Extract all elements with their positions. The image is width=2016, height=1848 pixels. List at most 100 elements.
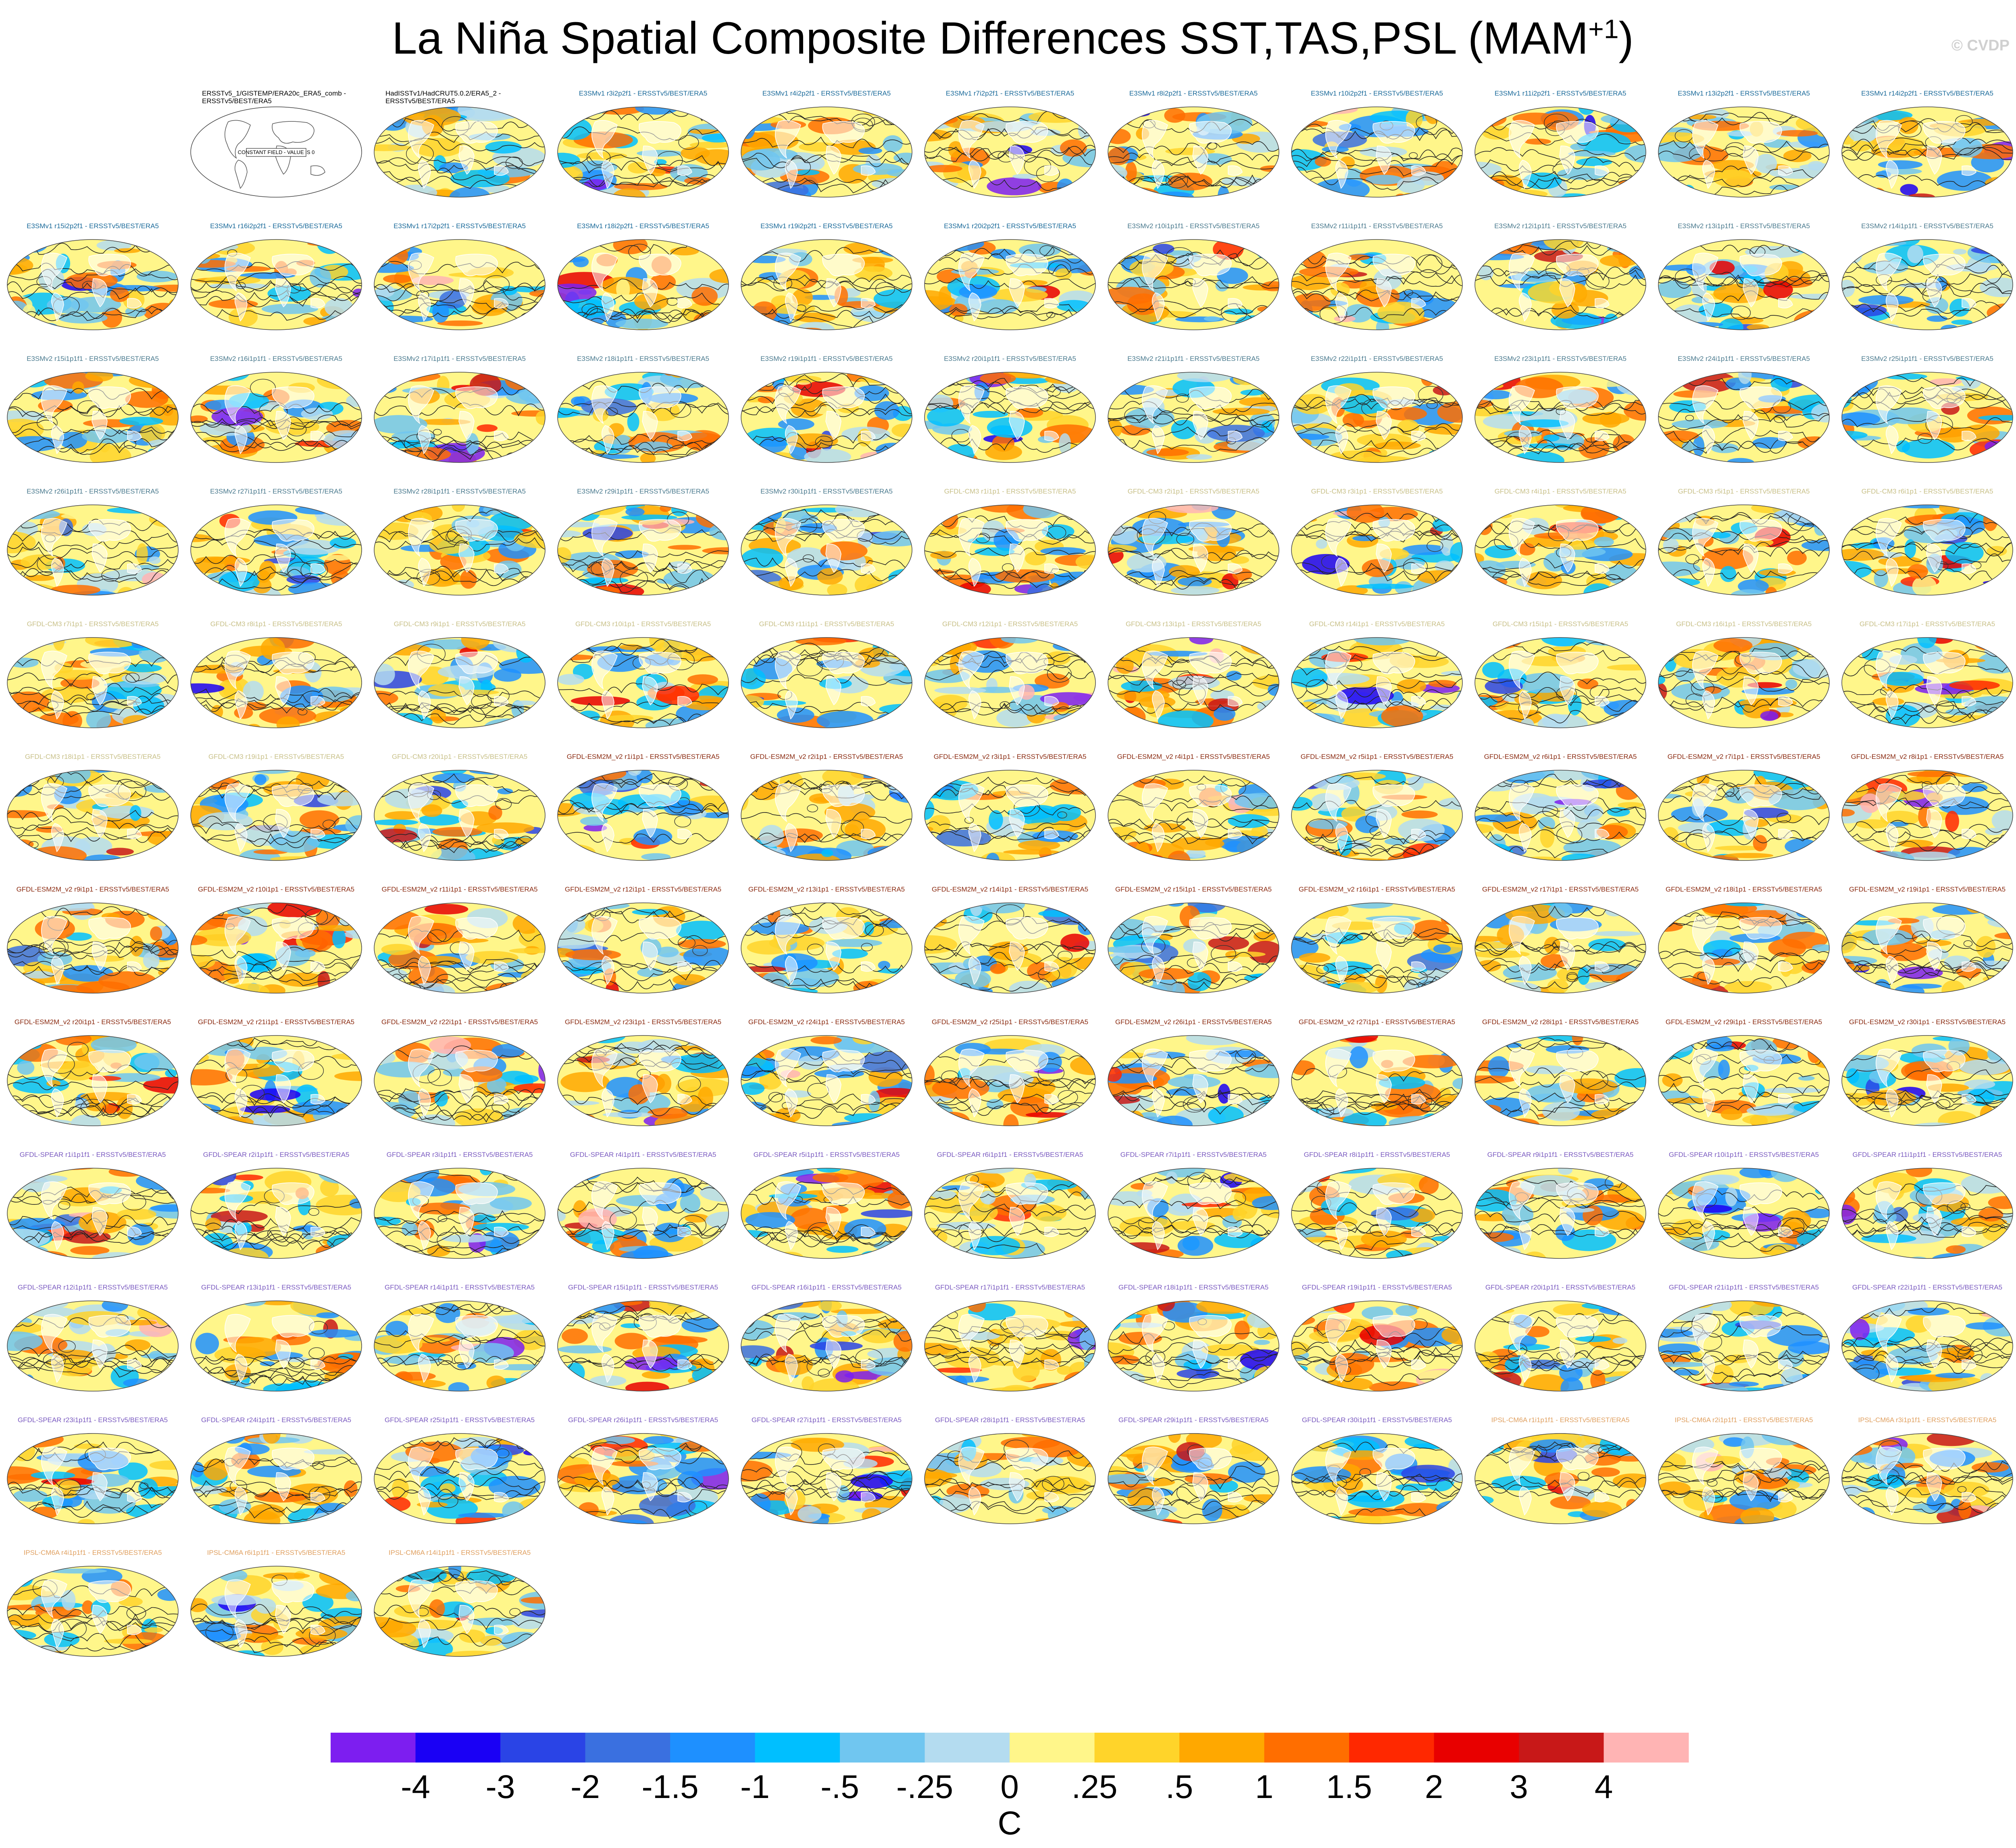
panel-map: [924, 1433, 1096, 1524]
panel-map: [374, 1433, 546, 1524]
panel-map: [1658, 1035, 1830, 1126]
map-panel: HadISSTv1/HadCRUT5.0.2/ERA5_2 - ERSSTv5/…: [370, 90, 549, 215]
map-panel: GFDL-ESM2M_v2 r28i1p1 - ERSSTv5/BEST/ERA…: [1471, 1018, 1650, 1143]
map-panel: GFDL-SPEAR r3i1p1f1 - ERSSTv5/BEST/ERA5: [370, 1151, 549, 1276]
panel-map: [7, 1433, 179, 1524]
panel-title: GFDL-ESM2M_v2 r13i1p1 - ERSSTv5/BEST/ERA…: [748, 885, 905, 893]
panel-title: GFDL-ESM2M_v2 r9i1p1 - ERSSTv5/BEST/ERA5: [16, 885, 169, 893]
panel-map: [374, 239, 546, 330]
map-panel: GFDL-CM3 r9i1p1 - ERSSTv5/BEST/ERA5: [370, 620, 549, 745]
panel-title: E3SMv2 r23i1p1f1 - ERSSTv5/BEST/ERA5: [1494, 355, 1627, 363]
panel-map: [1475, 1168, 1646, 1259]
panel-title: GFDL-CM3 r3i1p1 - ERSSTv5/BEST/ERA5: [1311, 488, 1443, 495]
panel-map: [190, 504, 362, 596]
panel-map: [924, 1300, 1096, 1392]
panel-map: [7, 1566, 179, 1657]
map-panel: GFDL-CM3 r16i1p1 - ERSSTv5/BEST/ERA5: [1654, 620, 1833, 745]
panel-title: GFDL-CM3 r17i1p1 - ERSSTv5/BEST/ERA5: [1859, 620, 1995, 628]
panel-title: E3SMv2 r26i1p1f1 - ERSSTv5/BEST/ERA5: [27, 488, 159, 495]
map-panel: GFDL-CM3 r18i1p1 - ERSSTv5/BEST/ERA5: [3, 753, 182, 878]
panel-map: [7, 637, 179, 728]
panel-map: [190, 770, 362, 861]
map-panel: GFDL-ESM2M_v2 r29i1p1 - ERSSTv5/BEST/ERA…: [1654, 1018, 1833, 1143]
panel-map: [1841, 1433, 2013, 1524]
panel-map: [190, 239, 362, 330]
map-panel: E3SMv1 r4i2p2f1 - ERSSTv5/BEST/ERA5: [737, 90, 916, 215]
colorbar-tick-label: 1.5: [1326, 1769, 1372, 1805]
map-panel: GFDL-ESM2M_v2 r15i1p1 - ERSSTv5/BEST/ERA…: [1104, 885, 1283, 1010]
map-panel: GFDL-SPEAR r10i1p1f1 - ERSSTv5/BEST/ERA5: [1654, 1151, 1833, 1276]
map-panel: GFDL-CM3 r13i1p1 - ERSSTv5/BEST/ERA5: [1104, 620, 1283, 745]
map-panel: GFDL-SPEAR r12i1p1f1 - ERSSTv5/BEST/ERA5: [3, 1283, 182, 1408]
panel-title: GFDL-CM3 r19i1p1 - ERSSTv5/BEST/ERA5: [208, 753, 344, 760]
panel-map: [1291, 902, 1463, 994]
map-panel: GFDL-ESM2M_v2 r9i1p1 - ERSSTv5/BEST/ERA5: [3, 885, 182, 1010]
colorbar-box: [331, 1733, 416, 1763]
map-panel: GFDL-CM3 r14i1p1 - ERSSTv5/BEST/ERA5: [1287, 620, 1466, 745]
panel-title: GFDL-ESM2M_v2 r15i1p1 - ERSSTv5/BEST/ERA…: [1115, 885, 1272, 893]
panel-map: [1841, 239, 2013, 330]
panel-title: GFDL-ESM2M_v2 r1i1p1 - ERSSTv5/BEST/ERA5: [566, 753, 720, 760]
map-panel: GFDL-SPEAR r15i1p1f1 - ERSSTv5/BEST/ERA5: [554, 1283, 733, 1408]
panel-title: GFDL-ESM2M_v2 r14i1p1 - ERSSTv5/BEST/ERA…: [931, 885, 1089, 893]
panel-title: E3SMv1 r4i2p2f1 - ERSSTv5/BEST/ERA5: [762, 90, 891, 97]
panel-map: [1291, 504, 1463, 596]
panel-title: GFDL-ESM2M_v2 r18i1p1 - ERSSTv5/BEST/ERA…: [1665, 885, 1822, 893]
panel-title: GFDL-CM3 r7i1p1 - ERSSTv5/BEST/ERA5: [27, 620, 159, 628]
panel-map: [1841, 770, 2013, 861]
colorbar-tick-label: -1: [740, 1769, 770, 1805]
map-panel: E3SMv2 r21i1p1f1 - ERSSTv5/BEST/ERA5: [1104, 355, 1283, 480]
panel-map: [557, 902, 729, 994]
panel-map: [557, 504, 729, 596]
panel-map: [1291, 1300, 1463, 1392]
panel-title: GFDL-ESM2M_v2 r28i1p1 - ERSSTv5/BEST/ERA…: [1482, 1018, 1639, 1026]
panel-title: GFDL-ESM2M_v2 r20i1p1 - ERSSTv5/BEST/ERA…: [14, 1018, 171, 1026]
colorbar-box: [1010, 1733, 1095, 1763]
panel-map: [374, 1035, 546, 1126]
map-panel: GFDL-ESM2M_v2 r14i1p1 - ERSSTv5/BEST/ERA…: [921, 885, 1100, 1010]
panel-title: E3SMv2 r10i1p1f1 - ERSSTv5/BEST/ERA5: [1127, 222, 1260, 230]
panel-title: E3SMv2 r25i1p1f1 - ERSSTv5/BEST/ERA5: [1861, 355, 1993, 363]
panel-map: [741, 1300, 912, 1392]
panel-title: E3SMv2 r19i1p1f1 - ERSSTv5/BEST/ERA5: [760, 355, 893, 363]
panel-title: E3SMv1 r17i2p2f1 - ERSSTv5/BEST/ERA5: [394, 222, 526, 230]
panel-title: E3SMv1 r15i2p2f1 - ERSSTv5/BEST/ERA5: [27, 222, 159, 230]
map-panel: IPSL-CM6A r1i1p1f1 - ERSSTv5/BEST/ERA5: [1471, 1416, 1650, 1541]
map-panel: E3SMv1 r13i2p2f1 - ERSSTv5/BEST/ERA5: [1654, 90, 1833, 215]
title-main: La Niña Spatial Composite Differences SS…: [392, 13, 1589, 63]
panel-title: GFDL-ESM2M_v2 r16i1p1 - ERSSTv5/BEST/ERA…: [1298, 885, 1456, 893]
panel-map: [924, 770, 1096, 861]
colorbar-box: [1604, 1733, 1689, 1763]
panel-title: E3SMv2 r30i1p1f1 - ERSSTv5/BEST/ERA5: [760, 488, 893, 495]
map-panel: GFDL-ESM2M_v2 r19i1p1 - ERSSTv5/BEST/ERA…: [1838, 885, 2016, 1010]
map-panel: GFDL-ESM2M_v2 r11i1p1 - ERSSTv5/BEST/ERA…: [370, 885, 549, 1010]
map-panel: E3SMv1 r7i2p2f1 - ERSSTv5/BEST/ERA5: [921, 90, 1100, 215]
panel-map: [1841, 1168, 2013, 1259]
panel-map: [1658, 1300, 1830, 1392]
panel-title: GFDL-ESM2M_v2 r10i1p1 - ERSSTv5/BEST/ERA…: [198, 885, 355, 893]
map-panel: IPSL-CM6A r3i1p1f1 - ERSSTv5/BEST/ERA5: [1838, 1416, 2016, 1541]
panel-title: E3SMv2 r21i1p1f1 - ERSSTv5/BEST/ERA5: [1127, 355, 1260, 363]
map-panel: IPSL-CM6A r14i1p1f1 - ERSSTv5/BEST/ERA5: [370, 1549, 549, 1674]
map-panel: GFDL-ESM2M_v2 r22i1p1 - ERSSTv5/BEST/ERA…: [370, 1018, 549, 1143]
panel-map: [1291, 1433, 1463, 1524]
title-close: ): [1618, 13, 1634, 63]
map-panel: GFDL-SPEAR r24i1p1f1 - ERSSTv5/BEST/ERA5: [187, 1416, 366, 1541]
panel-map: [374, 372, 546, 463]
title-superscript: +1: [1588, 14, 1619, 44]
map-panel: GFDL-SPEAR r2i1p1f1 - ERSSTv5/BEST/ERA5: [187, 1151, 366, 1276]
colorbar-tick-label: -.5: [821, 1769, 859, 1805]
panel-map: [7, 504, 179, 596]
panel-title: ERSSTv5_1/GISTEMP/ERA20c_ERA5_comb - ERS…: [202, 90, 346, 105]
colorbar-box: [1264, 1733, 1350, 1763]
map-panel: GFDL-CM3 r17i1p1 - ERSSTv5/BEST/ERA5: [1838, 620, 2016, 745]
panel-title: E3SMv2 r22i1p1f1 - ERSSTv5/BEST/ERA5: [1311, 355, 1443, 363]
panel-map: [1291, 1035, 1463, 1126]
map-panel: E3SMv2 r19i1p1f1 - ERSSTv5/BEST/ERA5: [737, 355, 916, 480]
map-panel: E3SMv2 r12i1p1f1 - ERSSTv5/BEST/ERA5: [1471, 222, 1650, 347]
panel-title: GFDL-CM3 r4i1p1 - ERSSTv5/BEST/ERA5: [1494, 488, 1627, 495]
panel-map: [1108, 637, 1279, 728]
panel-title: GFDL-ESM2M_v2 r21i1p1 - ERSSTv5/BEST/ERA…: [198, 1018, 355, 1026]
panel-map: [7, 239, 179, 330]
panel-map: [1475, 1433, 1646, 1524]
